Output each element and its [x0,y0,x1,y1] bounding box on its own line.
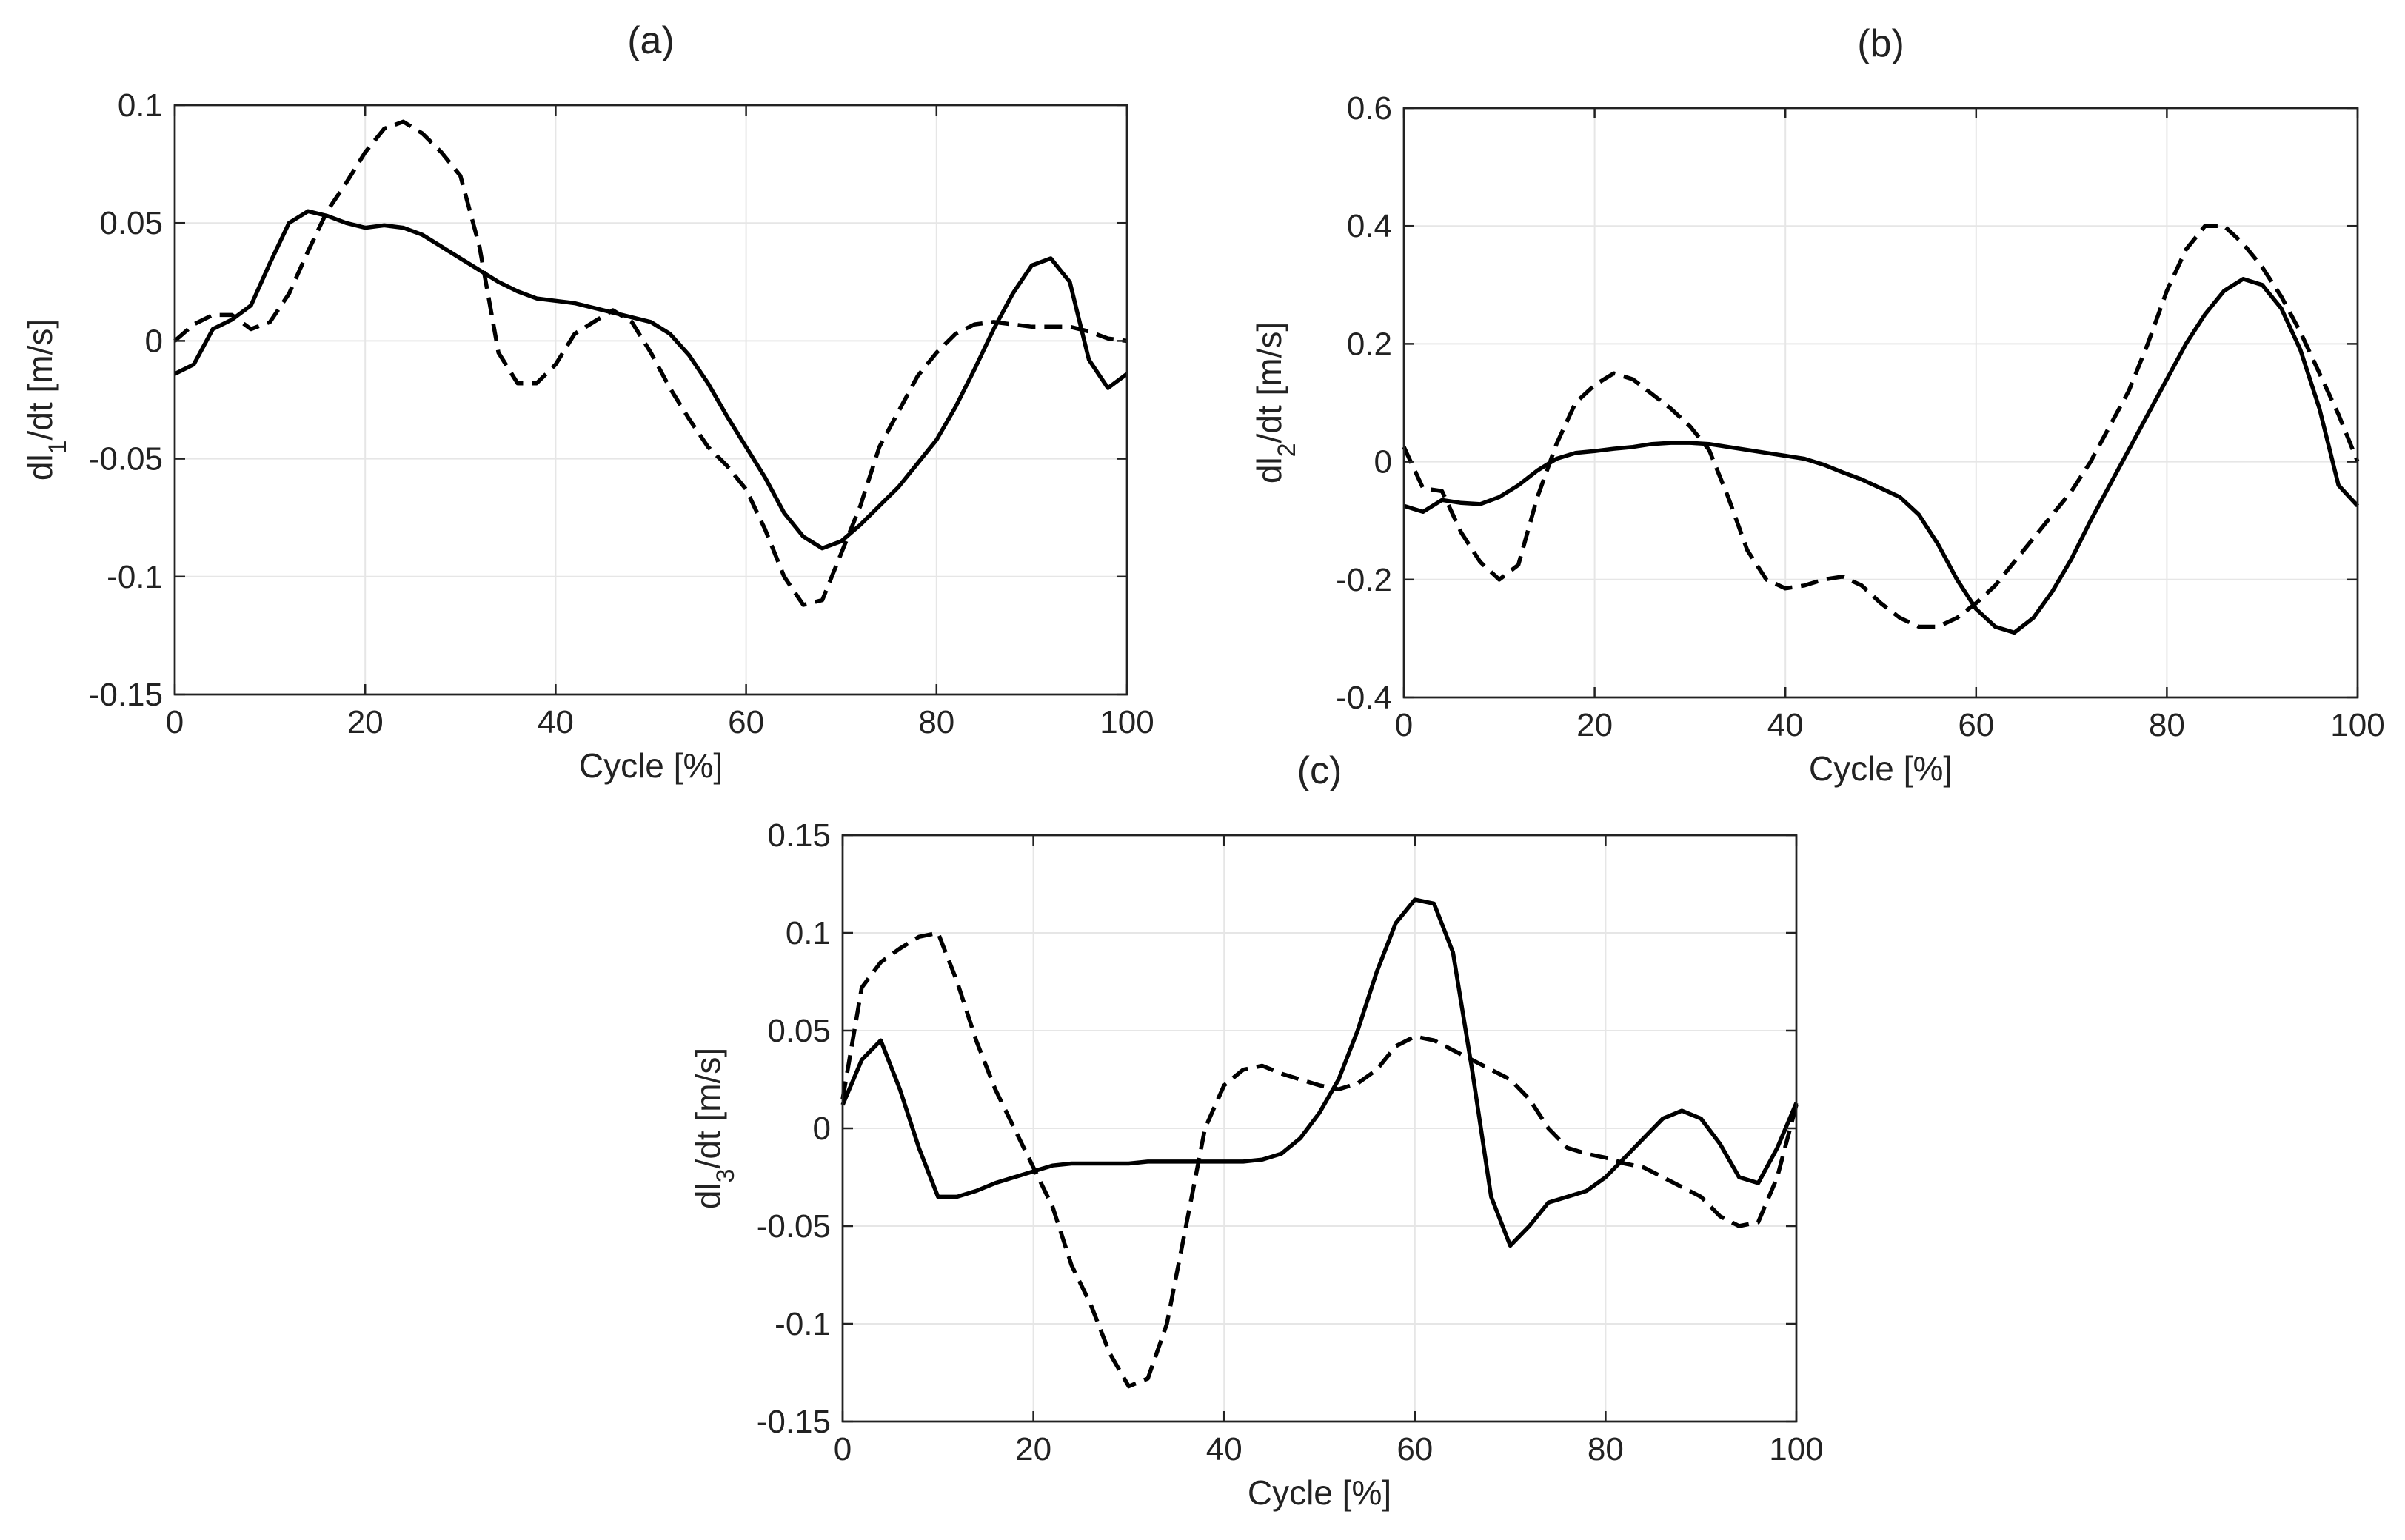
panel-a-y-tick-label: 0 [145,323,163,359]
panel-b-series [1402,224,2360,635]
panel-a-x-tick-label: 100 [1100,704,1154,740]
panel-a-ylabel-sub: 1 [44,440,72,454]
panel-c-y-tick-label: -0.15 [757,1404,831,1440]
panel-a-x-tick-label: 20 [347,704,384,740]
panel-b-series-solid-line [1403,277,2360,635]
panel-b-y-tick-label: 0.4 [1347,208,1392,244]
panel-a-x-tick-label: 60 [728,704,764,740]
panel-a-ylabel-rest: /dt [m/s] [21,319,59,441]
panel-c-x-tick-label: 40 [1206,1431,1242,1467]
panel-c-ticks: 0 20 40 60 80 100 -0.15 -0.1 -0.05 0 0.05 0.1 0.15 [757,817,1824,1467]
panel-a-y-tick-label: 0.1 [118,87,163,124]
panel-b-x-tick-label: 40 [1767,707,1804,743]
panel-a-x-tick-label: 80 [918,704,954,740]
panel-b-x-tick-label: 100 [2330,707,2384,743]
panel-b-x-tick-label: 0 [1395,707,1413,743]
panel-a-x-axis-label: Cycle [%] [579,746,723,785]
panel-a: 0 20 40 60 80 100 -0.15 -0.1 -0.05 0 0.05 0.1 (a) C… [21,19,1154,785]
panel-b-ylabel-base: dl [1250,457,1288,483]
panel-c-title: (c) [1297,749,1342,792]
panel-a-ticks: 0 20 40 60 80 100 -0.15 -0.1 -0.05 0 0.05 0.1 [89,87,1154,740]
panel-a-x-tick-label: 0 [166,704,184,740]
panel-a-title: (a) [627,19,675,62]
panel-a-ylabel-base: dl [21,454,59,481]
panel-b-y-tick-label: 0.2 [1347,326,1392,362]
panel-c-y-axis-label: dl3/dt [m/s] [689,1048,740,1209]
panel-c-y-tick-label: 0.1 [786,915,831,951]
panel-c-x-tick-label: 60 [1396,1431,1433,1467]
panel-c-x-tick-label: 0 [834,1431,852,1467]
panel-c-y-tick-label: -0.1 [775,1306,831,1342]
panel-a-plot-area [173,104,1128,696]
panel-c-y-tick-label: 0.05 [767,1013,831,1049]
panel-c-ylabel-base: dl [689,1182,727,1209]
panel-c-x-tick-label: 20 [1015,1431,1051,1467]
panel-c-y-tick-label: 0 [813,1111,831,1147]
panel-b-x-tick-label: 60 [1958,707,1994,743]
panel-a-border [173,104,1128,696]
panel-b-ylabel-sub: 2 [1273,443,1301,457]
panel-a-series-solid-line [173,209,1128,551]
panel-b-y-tick-label: -0.2 [1336,562,1392,598]
panel-c-border [841,834,1798,1423]
panel-a-series-dashed-line [173,119,1128,607]
panel-c-y-tick-label: -0.05 [757,1208,831,1245]
panel-b-y-tick-label: 0.6 [1347,90,1392,127]
panel-c-x-tick-label: 80 [1588,1431,1624,1467]
panel-a-y-tick-label: -0.05 [89,441,163,478]
panel-c-x-axis-label: Cycle [%] [1248,1473,1391,1512]
panel-b-x-tick-label: 20 [1576,707,1613,743]
panel-c: 0 20 40 60 80 100 -0.15 -0.1 -0.05 0 0.05 0.1 0.15 (… [689,749,1824,1512]
panel-a-series [173,119,1128,607]
panel-b-x-axis-label: Cycle [%] [1809,749,1953,788]
panel-c-series-solid-line [840,897,1799,1248]
panel-c-x-tick-label: 100 [1769,1431,1823,1467]
panel-b-y-tick-label: -0.4 [1336,680,1392,716]
panel-b-ticks: 0 20 40 60 80 100 -0.4 -0.2 0 0.2 0.4 0.6 [1336,90,2385,743]
panel-b-series-dashed-line [1402,224,2360,629]
panel-b: 0 20 40 60 80 100 -0.4 -0.2 0 0.2 0.4 0.6 (b) Cycle… [1250,22,2385,788]
panel-c-ylabel-rest: /dt [m/s] [689,1048,727,1169]
panel-b-ylabel-rest: /dt [m/s] [1250,322,1288,443]
panel-a-x-tick-label: 40 [538,704,574,740]
panel-c-y-tick-label: 0.15 [767,817,831,854]
panel-a-y-tick-label: 0.05 [99,205,163,241]
panel-c-ylabel-sub: 3 [712,1168,740,1182]
panel-a-y-axis-label: dl1/dt [m/s] [21,319,72,481]
panel-b-border [1402,107,2359,699]
panel-b-plot-area [1402,107,2359,699]
panel-a-y-tick-label: -0.1 [107,559,163,595]
panel-b-y-axis-label: dl2/dt [m/s] [1250,322,1301,483]
panel-c-series-dashed-line [840,931,1799,1389]
panel-c-series [840,897,1799,1389]
panel-a-y-tick-label: -0.15 [89,677,163,713]
panel-b-title: (b) [1857,22,1904,65]
panel-b-y-tick-label: 0 [1374,444,1392,481]
panel-b-x-tick-label: 80 [2149,707,2185,743]
